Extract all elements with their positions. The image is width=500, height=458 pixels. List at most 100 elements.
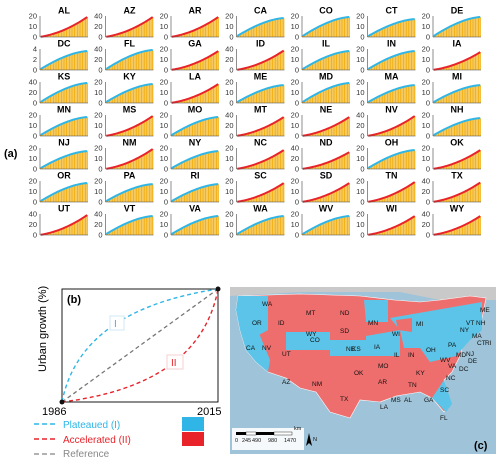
bar — [217, 184, 219, 202]
bar — [148, 184, 151, 202]
bar — [455, 124, 457, 136]
bar — [477, 217, 480, 235]
bar — [386, 130, 389, 136]
bar — [128, 222, 130, 235]
y-tick-label: 0 — [98, 132, 102, 141]
bar — [263, 160, 266, 169]
bar — [201, 93, 203, 103]
bar — [342, 187, 344, 202]
bar — [337, 52, 339, 70]
bar — [329, 193, 331, 202]
bar — [385, 59, 387, 70]
bar — [183, 99, 186, 103]
bar — [246, 96, 248, 103]
map-label-DC: DC — [459, 366, 469, 373]
bar — [281, 118, 283, 136]
bar — [150, 150, 152, 169]
bar — [73, 53, 76, 70]
bar — [469, 119, 472, 136]
bar — [450, 230, 453, 235]
bar — [201, 60, 203, 70]
y-tick-label: 20 — [29, 144, 37, 153]
bar — [132, 54, 135, 70]
bar — [196, 62, 199, 70]
bar — [268, 191, 270, 202]
bar — [399, 190, 401, 202]
bar — [334, 159, 336, 169]
end-point — [215, 286, 221, 292]
bar — [137, 52, 139, 70]
bar — [255, 25, 258, 37]
bar — [180, 162, 183, 169]
y-tick-label: 20 — [356, 78, 364, 87]
bar — [131, 28, 133, 37]
bar — [260, 23, 262, 37]
bar — [215, 117, 218, 136]
bar — [201, 26, 203, 37]
bar — [80, 219, 82, 235]
bar — [401, 87, 403, 103]
y-tick-label: 0 — [164, 33, 168, 42]
y-tick-label: 20 — [291, 78, 299, 87]
bar — [207, 217, 210, 235]
bar — [255, 223, 258, 235]
bar — [121, 32, 123, 37]
bar — [206, 185, 208, 202]
bar — [175, 165, 178, 169]
bar — [239, 100, 242, 103]
bar — [60, 30, 63, 37]
bar — [120, 33, 122, 37]
y-tick-label: 0 — [98, 231, 102, 240]
bar — [134, 27, 136, 37]
bar — [322, 58, 325, 70]
bar — [322, 196, 325, 202]
bar — [265, 126, 267, 136]
y-tick-label: 20 — [94, 78, 102, 87]
bar — [391, 194, 393, 202]
curve-label-II: II — [171, 358, 177, 369]
bar — [191, 64, 194, 70]
bar — [305, 67, 307, 70]
bar — [382, 198, 384, 202]
bar — [140, 185, 143, 202]
bar — [310, 31, 312, 37]
bar — [43, 199, 45, 202]
y-tick-label: 0 — [360, 165, 364, 174]
y-tick-label: 0 — [426, 231, 430, 240]
bar — [252, 131, 254, 136]
y-tick-label: 0 — [229, 99, 233, 108]
bar — [195, 62, 197, 70]
bar — [273, 217, 275, 235]
series-line — [106, 148, 154, 170]
bar — [412, 217, 414, 235]
bar — [436, 133, 438, 136]
bar — [185, 66, 187, 70]
bar — [211, 55, 213, 70]
bar — [439, 98, 441, 103]
bar — [44, 98, 47, 103]
bar — [260, 161, 262, 169]
bar — [180, 228, 183, 235]
bar — [137, 218, 139, 235]
y-tick-label: 20 — [29, 12, 37, 21]
y-tick-label: 20 — [422, 187, 430, 196]
bar — [65, 188, 68, 202]
bar — [449, 230, 451, 235]
bar — [342, 216, 344, 235]
bar — [477, 183, 480, 202]
bar — [375, 163, 377, 169]
bar — [453, 163, 456, 169]
bar — [338, 157, 341, 169]
bar — [152, 84, 154, 103]
bar — [183, 66, 186, 70]
bar — [83, 183, 85, 202]
bar — [175, 198, 178, 202]
series-line — [171, 16, 219, 38]
bar — [326, 22, 328, 37]
bar — [185, 160, 187, 169]
bar — [348, 83, 350, 103]
series-line — [171, 116, 219, 136]
